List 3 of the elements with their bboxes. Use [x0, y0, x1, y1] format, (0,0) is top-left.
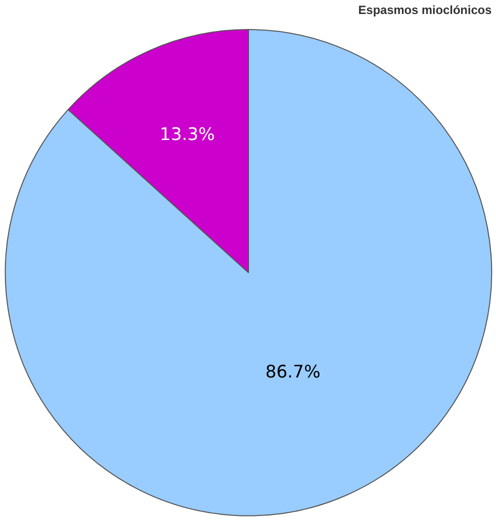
data-label: 86.7% — [265, 362, 320, 383]
data-label: 13.3% — [160, 124, 215, 145]
chart-title: Espasmos mioclónicos — [358, 3, 492, 18]
